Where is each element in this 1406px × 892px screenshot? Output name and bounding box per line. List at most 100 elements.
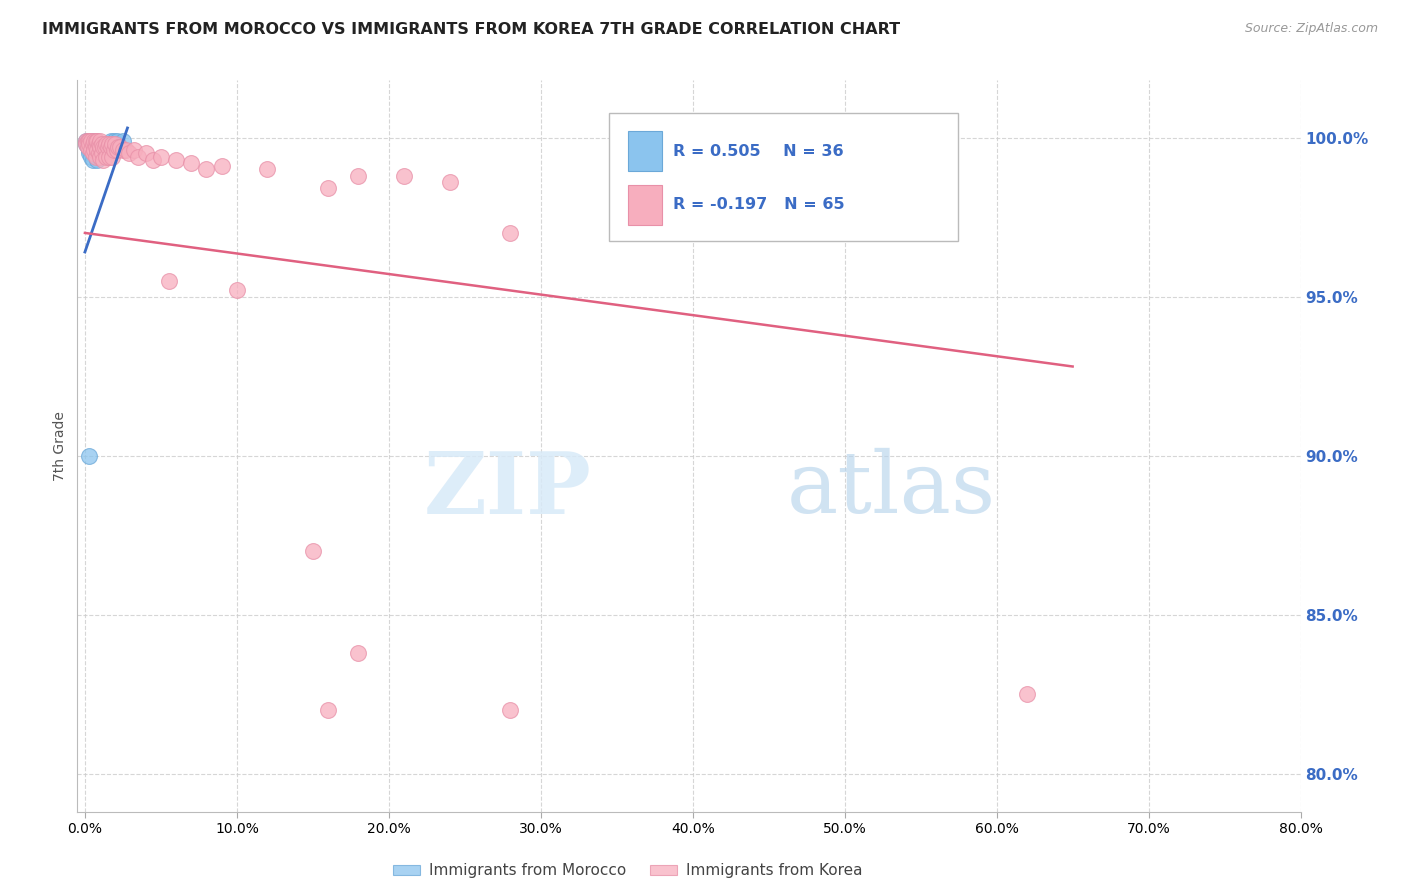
Point <box>96 136 118 151</box>
Point <box>1015 687 1038 701</box>
Point <box>86 134 108 148</box>
Point <box>79 136 101 151</box>
Point <box>93 140 115 154</box>
Point <box>79 146 101 161</box>
Point <box>225 283 247 297</box>
Point <box>79 134 101 148</box>
Point <box>75 134 97 148</box>
Point <box>86 143 108 157</box>
Point <box>96 136 118 151</box>
Text: R = -0.197   N = 65: R = -0.197 N = 65 <box>673 197 845 212</box>
Point <box>96 150 118 164</box>
Point <box>82 134 104 148</box>
Point <box>83 134 105 148</box>
Point <box>84 134 107 148</box>
Point <box>104 136 127 151</box>
FancyBboxPatch shape <box>609 113 957 241</box>
Point <box>86 143 108 157</box>
Point <box>347 646 370 660</box>
Point <box>347 169 370 183</box>
Point <box>103 134 125 148</box>
Point <box>122 143 145 157</box>
Point <box>256 162 278 177</box>
Point <box>79 449 101 463</box>
Point <box>98 150 121 164</box>
Text: ZIP: ZIP <box>423 448 591 532</box>
Point <box>90 146 112 161</box>
Point <box>89 143 111 157</box>
Text: IMMIGRANTS FROM MOROCCO VS IMMIGRANTS FROM KOREA 7TH GRADE CORRELATION CHART: IMMIGRANTS FROM MOROCCO VS IMMIGRANTS FR… <box>42 22 900 37</box>
Point <box>97 140 120 154</box>
Point <box>149 150 172 164</box>
Point <box>93 136 115 151</box>
Point <box>77 140 100 154</box>
Point <box>79 143 101 157</box>
Point <box>316 703 339 717</box>
Point <box>211 159 233 173</box>
Point <box>84 134 107 148</box>
Point <box>302 544 325 558</box>
Point <box>87 146 110 161</box>
Point <box>87 140 110 154</box>
Point <box>84 140 107 154</box>
Point <box>115 143 138 157</box>
Point <box>87 136 110 151</box>
Point <box>103 143 125 157</box>
Bar <box>628 185 662 225</box>
Point <box>77 140 100 154</box>
Point <box>499 226 522 240</box>
Point <box>86 136 108 151</box>
Point <box>75 136 97 151</box>
Point <box>499 703 522 717</box>
Point <box>439 175 461 189</box>
Point <box>108 140 131 154</box>
Point <box>89 140 111 154</box>
Point <box>82 136 104 151</box>
Text: Source: ZipAtlas.com: Source: ZipAtlas.com <box>1244 22 1378 36</box>
Point <box>91 153 114 167</box>
Text: atlas: atlas <box>787 449 995 532</box>
Point <box>111 143 134 157</box>
Point <box>157 274 180 288</box>
Point <box>80 140 103 154</box>
Legend: Immigrants from Morocco, Immigrants from Korea: Immigrants from Morocco, Immigrants from… <box>387 857 869 885</box>
Point <box>91 140 114 154</box>
Point <box>105 134 128 148</box>
Point <box>83 143 105 157</box>
Point <box>165 153 187 167</box>
Point <box>111 134 134 148</box>
Point <box>75 134 97 148</box>
Point <box>97 136 120 151</box>
Point <box>89 134 111 148</box>
Point <box>80 150 103 164</box>
Point <box>89 150 111 164</box>
Point <box>84 150 107 164</box>
Point <box>195 162 218 177</box>
Point <box>90 140 112 154</box>
Point <box>100 140 122 154</box>
Point <box>84 146 107 161</box>
Point <box>100 134 122 148</box>
Point <box>82 146 104 161</box>
Point <box>86 153 108 167</box>
Point <box>82 153 104 167</box>
Point <box>80 143 103 157</box>
Text: R = 0.505    N = 36: R = 0.505 N = 36 <box>673 144 844 159</box>
Point <box>79 140 101 154</box>
Point <box>80 134 103 148</box>
Y-axis label: 7th Grade: 7th Grade <box>53 411 67 481</box>
Point <box>180 156 202 170</box>
Point <box>118 146 141 161</box>
Point <box>392 169 415 183</box>
Point <box>80 134 103 148</box>
Point <box>87 150 110 164</box>
Point <box>83 134 105 148</box>
Point <box>82 140 104 154</box>
Point <box>77 134 100 148</box>
Point <box>127 150 149 164</box>
Point <box>105 143 128 157</box>
Point <box>77 134 100 148</box>
Point <box>90 136 112 151</box>
Point <box>107 140 129 154</box>
Point <box>79 134 101 148</box>
